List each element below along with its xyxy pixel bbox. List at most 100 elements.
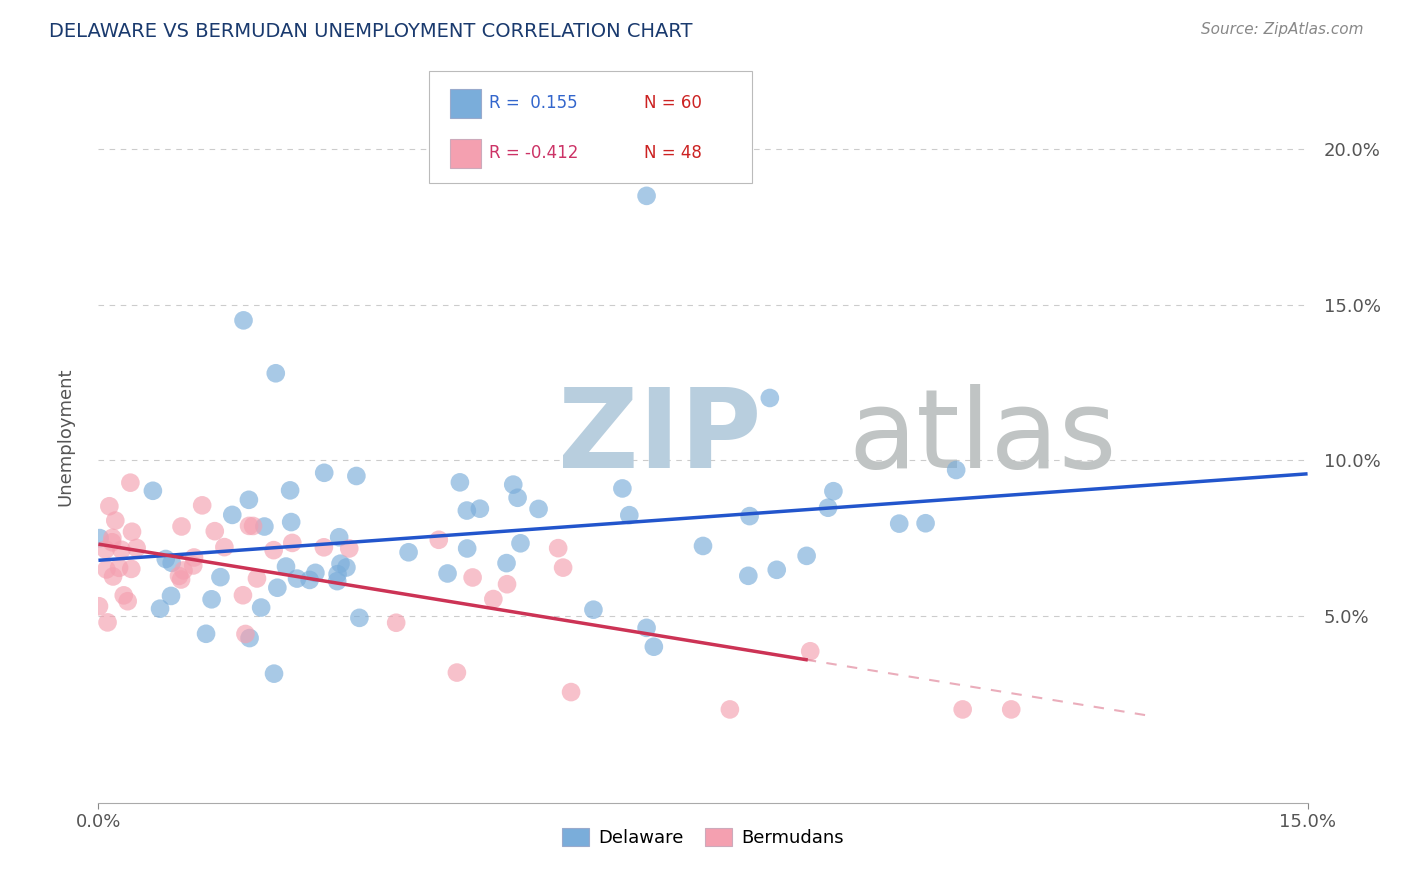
Point — [121, 524, 143, 539]
Point — [298, 573, 321, 587]
Point — [551, 560, 574, 574]
Point — [281, 536, 304, 550]
Point — [94, 542, 117, 557]
Point — [495, 556, 517, 570]
Point — [120, 475, 142, 490]
Point — [326, 574, 349, 588]
Point — [112, 588, 135, 602]
Point — [738, 509, 761, 524]
Point — [612, 482, 634, 496]
Point — [446, 665, 468, 680]
Point — [398, 545, 420, 559]
Point — [195, 627, 218, 641]
Point — [278, 483, 301, 498]
Point — [952, 702, 974, 716]
Point — [582, 603, 605, 617]
Point — [456, 541, 478, 556]
Point — [314, 466, 336, 480]
Point — [266, 581, 288, 595]
Point — [221, 508, 243, 522]
Point — [737, 569, 759, 583]
Point — [232, 313, 254, 327]
Point — [96, 615, 118, 630]
Point — [692, 539, 714, 553]
Legend: Delaware, Bermudans: Delaware, Bermudans — [553, 819, 853, 856]
Point — [527, 502, 550, 516]
Text: Source: ZipAtlas.com: Source: ZipAtlas.com — [1201, 22, 1364, 37]
Point — [506, 491, 529, 505]
Point — [274, 559, 297, 574]
Point — [101, 535, 124, 549]
Point — [96, 562, 118, 576]
Point — [263, 666, 285, 681]
Point — [461, 570, 484, 584]
Point — [183, 550, 205, 565]
Point — [328, 530, 350, 544]
Point — [547, 541, 569, 556]
Point — [149, 601, 172, 615]
Point — [167, 569, 190, 583]
Point — [326, 567, 349, 582]
Point — [101, 569, 124, 583]
Point — [238, 519, 260, 533]
Point — [173, 563, 195, 577]
Point — [98, 500, 121, 514]
Point — [889, 516, 911, 531]
Point — [765, 563, 787, 577]
Point — [718, 702, 741, 716]
Point — [636, 621, 658, 635]
Point — [427, 533, 450, 547]
Text: ZIP: ZIP — [558, 384, 761, 491]
Point — [101, 531, 124, 545]
Text: R =  0.155: R = 0.155 — [489, 95, 578, 112]
Point — [263, 543, 285, 558]
Point — [87, 599, 110, 614]
Point — [344, 469, 367, 483]
Point — [335, 560, 357, 574]
Point — [436, 566, 458, 581]
Point — [337, 541, 360, 556]
Point — [253, 519, 276, 533]
Point — [817, 500, 839, 515]
Point — [823, 484, 845, 499]
Point — [456, 503, 478, 517]
Point — [200, 592, 222, 607]
Point — [120, 562, 142, 576]
Point — [142, 483, 165, 498]
Point — [385, 615, 408, 630]
Point — [619, 508, 641, 523]
Point — [239, 631, 262, 645]
Point — [280, 515, 302, 529]
Text: R = -0.412: R = -0.412 — [489, 145, 579, 162]
Point — [125, 541, 148, 555]
Point — [214, 540, 236, 554]
Point — [89, 531, 111, 545]
Point — [170, 573, 193, 587]
Point — [636, 189, 658, 203]
Point — [238, 492, 260, 507]
Point — [110, 542, 132, 557]
Point — [759, 391, 782, 405]
Point — [246, 572, 269, 586]
Text: atlas: atlas — [848, 384, 1116, 491]
Point — [235, 627, 257, 641]
Text: N = 60: N = 60 — [644, 95, 702, 112]
Point — [312, 541, 335, 555]
Point — [799, 644, 821, 658]
Point — [643, 640, 665, 654]
Point — [945, 463, 967, 477]
Point — [264, 366, 287, 380]
Point — [914, 516, 936, 531]
Point — [160, 556, 183, 570]
Point — [250, 600, 273, 615]
Point — [1000, 702, 1022, 716]
Point — [104, 514, 127, 528]
Point — [155, 552, 177, 566]
Y-axis label: Unemployment: Unemployment — [56, 368, 75, 507]
Point — [509, 536, 531, 550]
Point — [232, 588, 254, 602]
Point — [117, 594, 139, 608]
Text: DELAWARE VS BERMUDAN UNEMPLOYMENT CORRELATION CHART: DELAWARE VS BERMUDAN UNEMPLOYMENT CORREL… — [49, 22, 693, 41]
Point — [496, 577, 519, 591]
Point — [242, 519, 264, 533]
